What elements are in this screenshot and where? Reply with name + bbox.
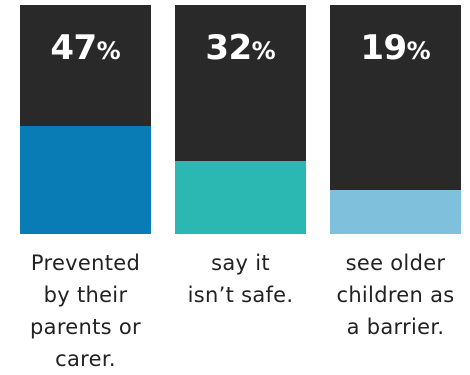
value-number: 19: [360, 28, 407, 68]
bar-track: 47%: [20, 5, 151, 234]
caption-line: Prevented: [30, 251, 141, 275]
value-number: 32: [205, 28, 252, 68]
caption-line: children as: [336, 283, 455, 307]
value-unit: %: [251, 37, 276, 65]
bar-fill: [20, 126, 151, 234]
data-label: 19%: [330, 28, 461, 68]
bar-column-2: 32% say it isn’t safe.: [175, 5, 306, 311]
bar-caption: Prevented by their parents or carer.: [20, 247, 151, 375]
bar-caption: see older children as a barrier.: [330, 247, 461, 343]
caption-line: say it: [211, 251, 270, 275]
bar-track: 32%: [175, 5, 306, 234]
caption-line: carer.: [55, 347, 116, 371]
bar-column-1: 47% Prevented by their parents or carer.: [20, 5, 151, 375]
caption-line: see older: [345, 251, 446, 275]
caption-line: isn’t safe.: [187, 283, 294, 307]
bar-column-3: 19% see older children as a barrier.: [330, 5, 461, 343]
bar-fill: [330, 190, 461, 234]
data-label: 32%: [175, 28, 306, 68]
bar-fill: [175, 161, 306, 234]
value-unit: %: [96, 37, 121, 65]
caption-line: a barrier.: [346, 315, 445, 339]
value-unit: %: [406, 37, 431, 65]
caption-line: by their: [43, 283, 128, 307]
data-label: 47%: [20, 28, 151, 68]
bar-track: 19%: [330, 5, 461, 234]
value-number: 47: [50, 28, 97, 68]
bar-caption: say it isn’t safe.: [175, 247, 306, 311]
caption-line: parents or: [30, 315, 141, 339]
